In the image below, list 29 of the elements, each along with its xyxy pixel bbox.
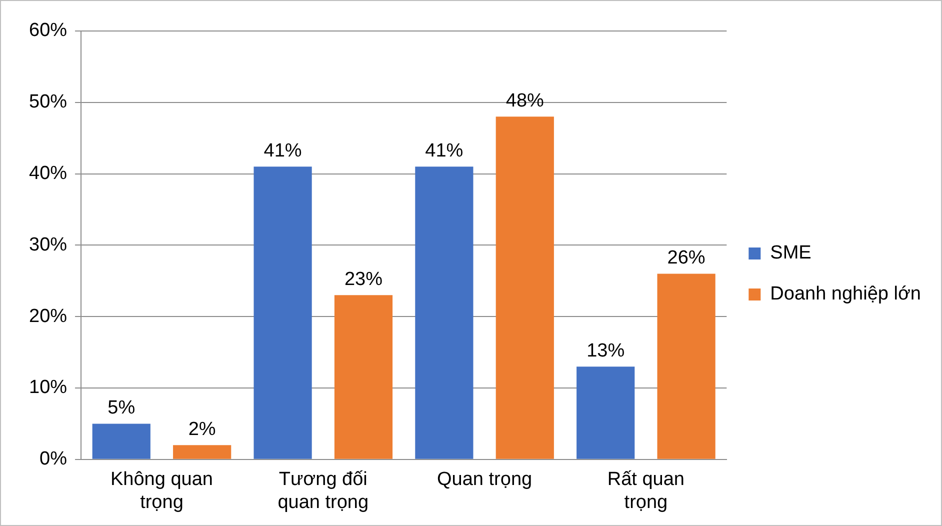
bar [334, 295, 393, 459]
y-tick-label: 10% [28, 377, 68, 398]
bar [657, 274, 716, 459]
data-label: 13% [586, 340, 625, 362]
x-tick-label: Rất quan trọng [607, 469, 685, 513]
data-label: 5% [108, 397, 136, 418]
data-label: 23% [344, 268, 383, 290]
y-tick-label: 0% [40, 448, 68, 470]
y-tick-label: 60% [28, 20, 68, 42]
x-tick-label: Tương đối quan trọng [278, 469, 369, 513]
bar [576, 366, 635, 459]
legend-label: Doanh nghiệp lớn [770, 284, 922, 305]
bar [496, 116, 554, 459]
data-label: 48% [506, 90, 544, 112]
x-tick-label: Quan trọng [437, 469, 532, 490]
bar [254, 166, 312, 459]
data-label: 26% [667, 247, 706, 268]
y-tick-label: 30% [28, 234, 68, 256]
bar [92, 424, 150, 459]
y-tick-label: 20% [28, 306, 68, 327]
data-label: 41% [425, 140, 464, 162]
bar [415, 166, 474, 459]
legend-label: SME [770, 242, 812, 264]
data-label: 41% [264, 140, 302, 162]
bar [173, 445, 232, 459]
y-tick-label: 50% [28, 92, 68, 113]
data-label: 2% [188, 418, 216, 440]
y-tick-label: 40% [28, 163, 68, 184]
x-tick-label: Không quan trọng [110, 469, 213, 513]
